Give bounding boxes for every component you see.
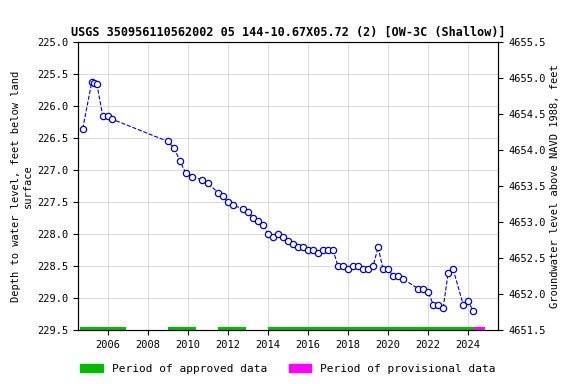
Title: USGS 350956110562002 05 144-10.67X05.72 (2) [OW-3C (Shallow)]: USGS 350956110562002 05 144-10.67X05.72 … — [71, 25, 505, 38]
Bar — [474, 327, 485, 331]
Bar — [218, 327, 246, 331]
Y-axis label: Groundwater level above NAVD 1988, feet: Groundwater level above NAVD 1988, feet — [550, 65, 560, 308]
Legend: Period of approved data, Period of provisional data: Period of approved data, Period of provi… — [76, 359, 500, 379]
Y-axis label: Depth to water level, feet below land
surface: Depth to water level, feet below land su… — [11, 71, 33, 302]
Bar — [79, 327, 126, 331]
Bar — [268, 327, 474, 331]
Bar — [168, 327, 196, 331]
